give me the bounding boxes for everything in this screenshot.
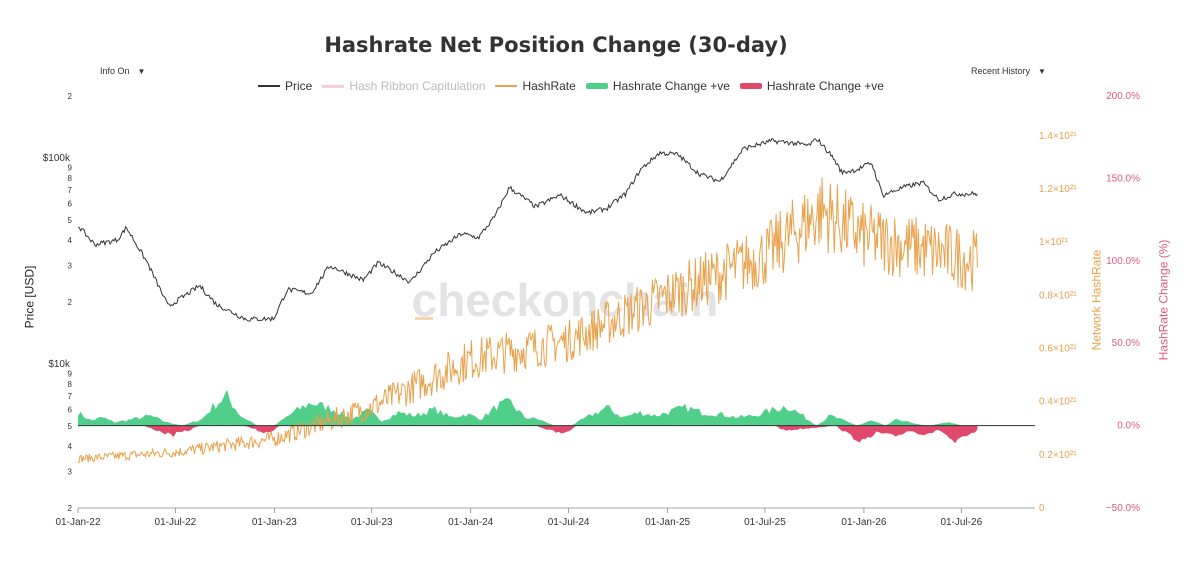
y-change-tick-label: 150.0% bbox=[1106, 173, 1140, 184]
y-change-tick-label: 50.0% bbox=[1112, 338, 1140, 349]
chart-legend: Price Hash Ribbon Capitulation HashRate … bbox=[258, 79, 884, 93]
y-change-tick-label: 100.0% bbox=[1106, 256, 1140, 267]
info-dropdown[interactable]: Info On ▼ bbox=[100, 66, 145, 76]
history-dropdown-label: Recent History bbox=[971, 66, 1031, 76]
y-hash-tick-label: 1×10²¹ bbox=[1039, 237, 1069, 248]
series-hashrate bbox=[77, 177, 978, 464]
y-change-tick-label: 200.0% bbox=[1106, 91, 1140, 102]
legend-label-change-negative: Hashrate Change +ve bbox=[766, 79, 884, 93]
y-left-tick-label: 5 bbox=[68, 216, 73, 225]
y-left-tick-label: 4 bbox=[68, 442, 73, 451]
y-left-tick-label: 6 bbox=[68, 200, 73, 209]
watermark-mark bbox=[415, 317, 433, 320]
y-hash-tick-label: 0.6×10²¹ bbox=[1039, 344, 1077, 355]
info-dropdown-label: Info On bbox=[100, 66, 130, 76]
legend-label-change-positive: Hashrate Change +ve bbox=[612, 79, 730, 93]
y-left-tick-label: 7 bbox=[68, 392, 73, 401]
legend-swatch-hashrate bbox=[495, 85, 518, 87]
x-tick-label: 01-Jan-24 bbox=[448, 517, 493, 528]
y-left-tick-label: 9 bbox=[68, 369, 73, 378]
y-left-tick-label: $10k bbox=[48, 359, 71, 370]
y-hash-tick-label: 1.2×10²¹ bbox=[1039, 184, 1077, 195]
legend-item-price[interactable]: Price bbox=[258, 79, 312, 93]
y-left-tick-label: 2 bbox=[68, 504, 73, 513]
x-tick-label: 01-Jul-22 bbox=[155, 517, 197, 528]
y-left-tick-label: 8 bbox=[68, 174, 73, 183]
y-left-tick-label: $100k bbox=[43, 153, 71, 164]
x-tick-label: 01-Jan-25 bbox=[645, 517, 690, 528]
y-left-tick-label: 2 bbox=[68, 298, 73, 307]
x-tick-label: 01-Jul-25 bbox=[744, 517, 786, 528]
y-hash-tick-label: 0.2×10²¹ bbox=[1039, 450, 1077, 461]
y-left-tick-label: 5 bbox=[68, 422, 73, 431]
x-tick-label: 01-Jan-26 bbox=[841, 517, 886, 528]
y-hash-tick-label: 0.4×10²¹ bbox=[1039, 397, 1077, 408]
legend-item-hashrate[interactable]: HashRate bbox=[495, 79, 576, 93]
legend-label-hash-ribbon: Hash Ribbon Capitulation bbox=[349, 79, 486, 93]
series-price bbox=[77, 137, 978, 323]
history-dropdown[interactable]: Recent History ▼ bbox=[971, 66, 1046, 76]
legend-swatch-change-negative bbox=[739, 83, 762, 89]
y-change-tick-label: −50.0% bbox=[1106, 503, 1140, 514]
chevron-down-icon: ▼ bbox=[1038, 67, 1046, 76]
x-tick-label: 01-Jul-26 bbox=[940, 517, 982, 528]
y-left-tick-label: 2 bbox=[68, 92, 73, 101]
chart-title: Hashrate Net Position Change (30-day) bbox=[324, 33, 788, 57]
y-hash-tick-label: 0 bbox=[1039, 503, 1045, 514]
x-tick-label: 01-Jul-23 bbox=[351, 517, 393, 528]
x-tick-label: 01-Jan-23 bbox=[252, 517, 297, 528]
y-left-tick-label: 8 bbox=[68, 380, 73, 389]
legend-item-change-negative[interactable]: Hashrate Change +ve bbox=[739, 79, 884, 93]
chevron-down-icon: ▼ bbox=[137, 67, 146, 76]
x-tick-label: 01-Jul-24 bbox=[548, 517, 590, 528]
series-hashrate-change-negative bbox=[78, 425, 978, 444]
y-hash-tick-label: 1.4×10²¹ bbox=[1039, 131, 1077, 142]
legend-swatch-change-positive bbox=[585, 83, 608, 89]
legend-item-hash-ribbon[interactable]: Hash Ribbon Capitulation bbox=[322, 79, 485, 93]
y-left-tick-label: 4 bbox=[68, 236, 73, 245]
y-hash-tick-label: 0.8×10²¹ bbox=[1039, 290, 1077, 301]
x-tick-label: 01-Jan-22 bbox=[55, 517, 100, 528]
y-left-tick-label: 3 bbox=[68, 262, 73, 271]
legend-label-hashrate: HashRate bbox=[522, 79, 576, 93]
y-left-tick-label: 9 bbox=[68, 163, 73, 172]
legend-item-change-positive[interactable]: Hashrate Change +ve bbox=[585, 79, 730, 93]
y-left-tick-label: 3 bbox=[68, 468, 73, 477]
legend-swatch-price bbox=[258, 85, 280, 87]
legend-swatch-hash-ribbon bbox=[322, 84, 345, 88]
y-left-tick-label: 7 bbox=[68, 186, 73, 195]
legend-label-price: Price bbox=[285, 79, 313, 93]
y-change-tick-label: 0.0% bbox=[1117, 421, 1140, 432]
y-left-tick-label: 6 bbox=[68, 406, 73, 415]
series-hashrate-change-positive bbox=[78, 389, 978, 426]
